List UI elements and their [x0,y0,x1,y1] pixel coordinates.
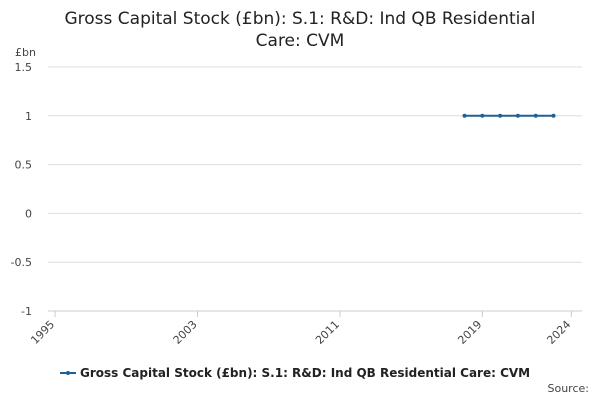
source: Source: [548,382,590,395]
point [498,113,503,118]
y-tick-label: 1 [25,110,32,123]
y-tick-label: -0.5 [11,256,32,269]
y-tick-label: 0.5 [15,159,33,172]
x-tick-label: 2011 [313,318,342,347]
point [462,113,467,118]
point [480,113,485,118]
point [551,113,556,118]
x-tick-label: 2019 [455,318,484,347]
y-tick-label: 1.5 [15,61,33,74]
point [533,113,538,118]
x-tick-label: 2024 [544,318,573,347]
point [515,113,520,118]
legend-label: Gross Capital Stock (£bn): S.1: R&D: Ind… [80,366,530,380]
x-tick-label: 2003 [171,318,200,347]
legend-marker [66,371,70,375]
y-axis-label: £bn [15,46,36,59]
chart-title: Gross Capital Stock (£bn): S.1: R&D: Ind… [64,9,535,51]
x-tick-label: 1995 [28,318,57,347]
y-tick-label: 0 [25,207,32,220]
y-tick-label: -1 [21,305,32,318]
